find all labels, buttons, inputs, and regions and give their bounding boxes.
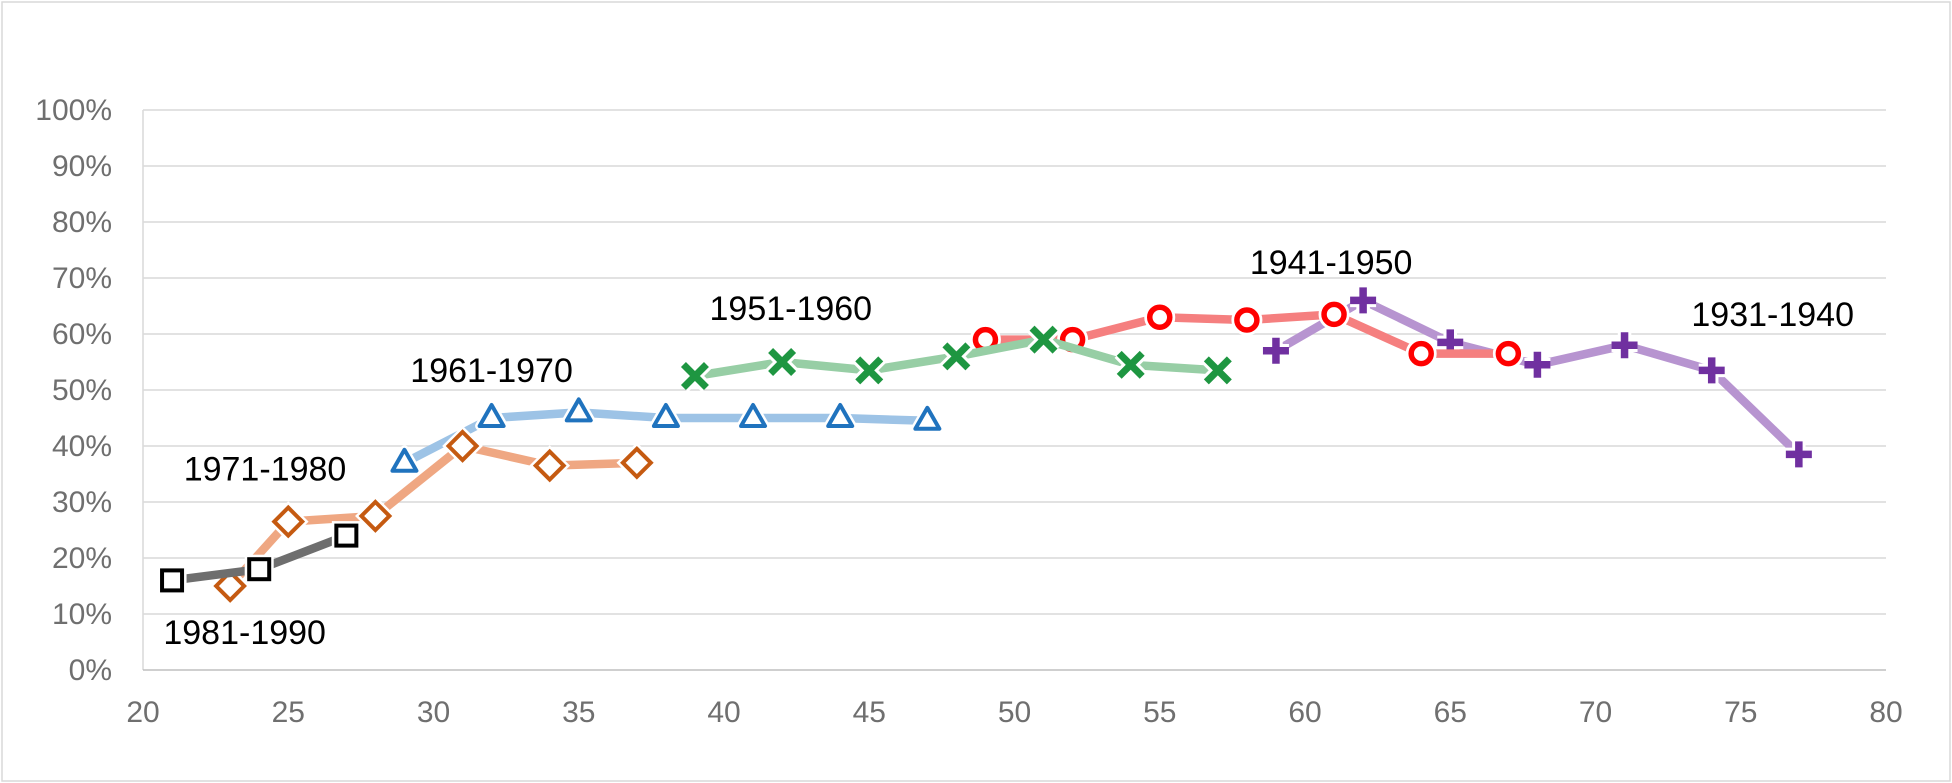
y-tick-label: 10% — [52, 598, 112, 631]
diamond-marker — [532, 448, 567, 483]
x-tick-label: 30 — [417, 696, 450, 729]
x-marker — [768, 348, 797, 376]
diamond-marker — [271, 504, 306, 539]
y-tick-label: 100% — [35, 94, 112, 127]
plus-marker — [1611, 332, 1638, 359]
x-tick-label: 20 — [126, 696, 159, 729]
x-tick-label: 70 — [1579, 696, 1612, 729]
triangle-marker — [390, 447, 419, 473]
y-tick-label: 60% — [52, 318, 112, 351]
x-tick-label: 50 — [998, 696, 1031, 729]
x-marker — [680, 362, 709, 390]
x-tick-label: 75 — [1724, 696, 1757, 729]
y-tick-label: 20% — [52, 542, 112, 575]
square-marker — [247, 557, 272, 582]
circle-marker — [1321, 301, 1347, 328]
series-label-1931-1940: 1931-1940 — [1691, 296, 1854, 334]
y-tick-label: 0% — [69, 654, 112, 687]
y-tick-label: 90% — [52, 150, 112, 183]
x-tick-label: 80 — [1869, 696, 1902, 729]
triangle-marker — [651, 403, 680, 428]
x-marker — [855, 356, 884, 385]
series-label-1951-1960: 1951-1960 — [710, 290, 873, 328]
y-tick-label: 40% — [52, 430, 112, 463]
x-marker — [1029, 325, 1058, 354]
x-marker — [1203, 356, 1232, 385]
plus-marker — [1350, 287, 1377, 314]
plus-marker — [1698, 357, 1725, 384]
y-tick-label: 30% — [52, 486, 112, 519]
y-tick-label: 50% — [52, 374, 112, 407]
x-tick-label: 60 — [1288, 696, 1321, 729]
diamond-marker — [620, 445, 654, 480]
plus-marker — [1262, 337, 1289, 364]
y-tick-label: 70% — [52, 262, 112, 295]
x-tick-label: 65 — [1434, 696, 1467, 729]
diamond-marker — [358, 499, 393, 533]
triangle-marker — [739, 403, 768, 428]
circle-marker — [1234, 307, 1260, 333]
series-label-1981-1990: 1981-1990 — [163, 614, 326, 652]
triangle-marker — [826, 403, 855, 428]
series-label-1941-1950: 1941-1950 — [1250, 244, 1413, 282]
diamond-marker — [445, 429, 480, 463]
series-label-1971-1980: 1971-1980 — [184, 451, 347, 489]
triangle-marker — [477, 403, 506, 428]
x-marker — [942, 342, 971, 371]
series-label-1961-1970: 1961-1970 — [410, 352, 573, 390]
diamond-marker — [213, 569, 247, 603]
x-marker — [1116, 350, 1145, 379]
triangle-marker — [564, 397, 593, 423]
plus-marker — [1785, 441, 1812, 468]
circle-marker — [1147, 304, 1173, 330]
x-tick-label: 25 — [272, 696, 305, 729]
x-tick-label: 40 — [707, 696, 740, 729]
triangle-marker — [913, 405, 942, 431]
x-tick-label: 35 — [562, 696, 595, 729]
circle-marker — [1495, 340, 1522, 367]
circle-marker — [1408, 340, 1434, 367]
square-marker — [334, 523, 359, 548]
plus-marker — [1524, 351, 1551, 378]
square-marker — [160, 568, 185, 593]
x-tick-label: 45 — [853, 696, 886, 729]
y-tick-label: 80% — [52, 206, 112, 239]
x-tick-label: 55 — [1143, 696, 1176, 729]
